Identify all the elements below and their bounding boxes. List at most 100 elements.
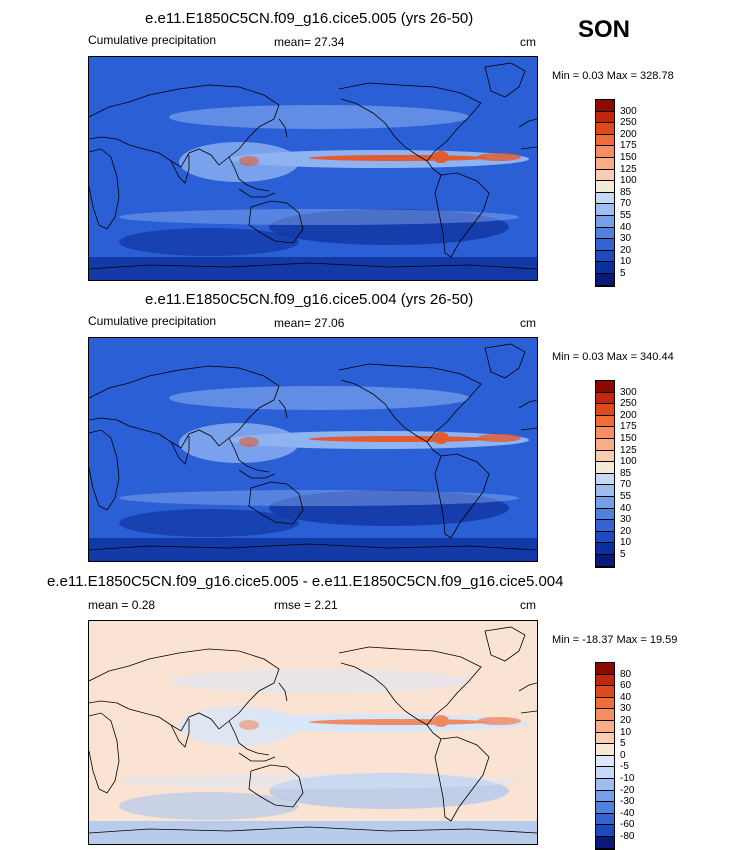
map-coastline [278,682,288,702]
map-coastline [338,363,482,443]
map-coastline [89,543,537,551]
map-coastline [426,724,442,740]
colorbar-swatch [596,836,614,849]
map-precip-max [433,432,449,444]
panel-1-left-label: Cumulative precipitation [88,33,217,47]
colorbar-tick-label: 150 [620,433,637,444]
colorbar-tick-label: -40 [620,807,635,819]
panel-3-map [88,620,538,845]
colorbar-tick-label: 40 [620,502,632,514]
map-coastline [89,262,537,270]
colorbar-tick-label: -30 [620,796,635,808]
colorbar-swatch [596,732,614,745]
colorbar-swatch [596,709,614,721]
colorbar-tick-label: 5 [620,549,626,560]
colorbar-tick-label: 30 [620,233,632,245]
map-coastline [434,453,490,539]
map-coastline [238,188,276,198]
map-storm-track [119,209,519,225]
colorbar-swatch [596,134,614,147]
map-coastline [484,62,526,98]
colorbar-swatch [596,778,614,791]
colorbar-swatch [596,438,614,451]
map-coastline [426,441,442,457]
colorbar-swatch [596,744,614,756]
colorbar-tick-label: 70 [620,479,632,491]
colorbar-swatch [596,157,614,170]
colorbar-tick-label: 125 [620,444,637,456]
panel-3-mean-label: mean = 0.28 [88,598,156,612]
map-itcz-peak [477,153,521,161]
map-coastline [89,365,280,449]
map-itcz-peak [477,717,521,725]
colorbar-swatch [596,100,614,112]
map-storm-track [169,669,469,693]
colorbar-swatch [596,192,614,205]
colorbar-swatch [596,531,614,544]
map-coastline [238,469,276,479]
map-coastline [248,481,304,525]
colorbar-swatch [596,169,614,182]
season-label: SON [578,16,631,43]
map-itcz-peak [309,155,489,161]
map-coastline [228,437,270,473]
map-coastline [89,84,280,168]
map-coastline [228,720,270,756]
colorbar-swatch [596,720,614,733]
map-coastline [518,682,537,692]
panel-1-colorbar: 300 250 200 175 150 125 100 85 70 55 40 30 20 10 5 [595,99,637,287]
map-antarctic-zone [89,538,537,561]
map-storm-track [119,490,519,506]
colorbar-swatch [596,663,614,675]
colorbar-swatch [596,123,614,135]
colorbar-swatch [596,790,614,803]
panel-3-title: e.e11.E1850C5CN.f09_g16.cice5.005 - e.e1… [47,573,564,590]
map-dry-zone [269,209,509,245]
colorbar-tick-label: 250 [620,398,637,410]
map-coastline [520,427,537,431]
map-warm-pool [179,142,299,182]
map-warm-pool [179,706,299,746]
panel-1-units: cm [520,35,536,49]
map-coastline [170,436,190,465]
map-coastline [338,646,482,726]
colorbar-tick-label: 30 [620,703,632,715]
colorbar-tick-label: 200 [620,409,637,421]
colorbar-tick-label: -10 [620,773,635,784]
colorbar-tick-label: 100 [620,456,637,468]
colorbar-swatch [596,508,614,521]
map-dry-zone [119,509,299,537]
colorbar-swatch [596,404,614,416]
panel-3-rmse-label: rmse = 2.21 [274,598,338,612]
colorbar-swatch [596,181,614,193]
map-coastline [89,148,120,230]
colorbar-swatch [596,262,614,274]
panel-2-colorbar: 300 250 200 175 150 125 100 85 70 55 40 30 20 10 5 [595,380,637,568]
colorbar-tick-label: -60 [620,819,635,831]
map-coastline [426,160,442,176]
colorbar-swatch [596,415,614,428]
map-dry-zone [119,792,299,820]
panel-1-minmax: Min = 0.03 Max = 328.78 [552,70,674,82]
map-coastline [248,200,304,244]
colorbar-swatch [596,686,614,698]
map-coastline [89,712,120,794]
map-itcz-peak [309,719,489,725]
colorbar-swatch [596,473,614,486]
colorbar-tick-label: -80 [620,831,635,842]
map-precip-max [239,720,259,730]
colorbar-tick-label: 85 [620,467,632,479]
colorbar-tick-label: 300 [620,105,637,117]
colorbar-swatch [596,239,614,251]
colorbar-swatch [596,227,614,240]
map-antarctic-zone [89,821,537,844]
map-precip-max [239,437,259,447]
map-dry-zone [269,773,509,809]
colorbar-tick-label: 10 [620,726,632,738]
panel-2-map [88,337,538,562]
map-dry-zone [269,490,509,526]
panel-2-left-label: Cumulative precipitation [88,314,217,328]
map-coastline [520,146,537,150]
map-coastline [238,752,276,762]
map-coastline [228,156,270,192]
